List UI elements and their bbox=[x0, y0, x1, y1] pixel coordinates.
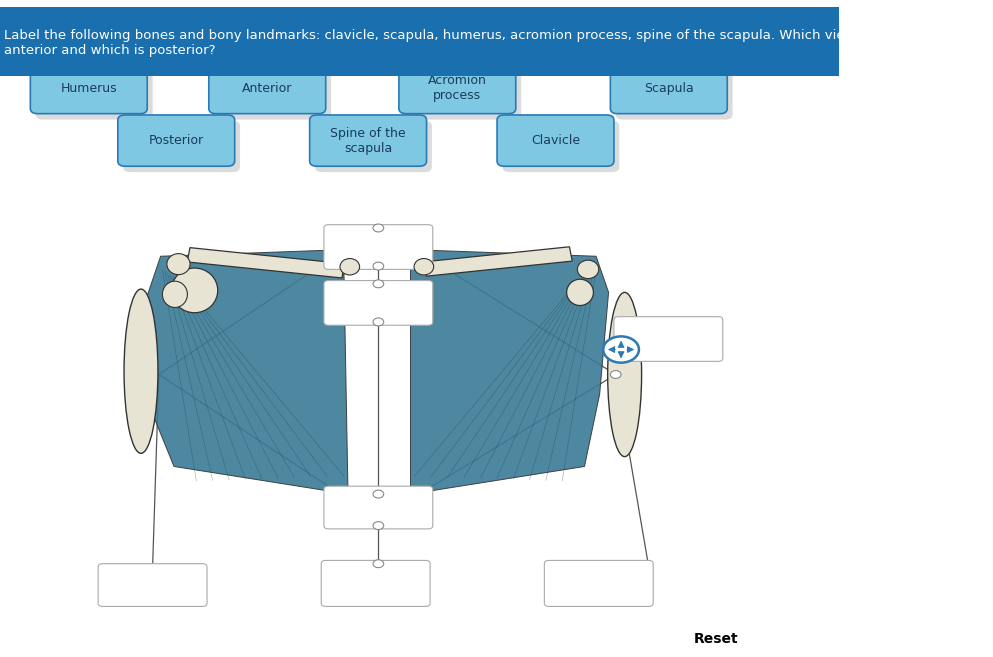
Circle shape bbox=[373, 262, 383, 270]
Polygon shape bbox=[188, 248, 345, 278]
Ellipse shape bbox=[340, 259, 359, 275]
FancyBboxPatch shape bbox=[399, 62, 515, 114]
Circle shape bbox=[373, 522, 383, 530]
Text: Scapula: Scapula bbox=[643, 81, 694, 95]
Polygon shape bbox=[145, 250, 348, 494]
FancyBboxPatch shape bbox=[214, 68, 331, 120]
FancyBboxPatch shape bbox=[31, 62, 147, 114]
Circle shape bbox=[373, 224, 383, 232]
FancyBboxPatch shape bbox=[310, 115, 427, 166]
Text: Clavicle: Clavicle bbox=[531, 134, 580, 147]
Text: Humerus: Humerus bbox=[61, 81, 117, 95]
Text: Reset: Reset bbox=[694, 631, 739, 646]
FancyBboxPatch shape bbox=[324, 281, 433, 325]
Text: Posterior: Posterior bbox=[149, 134, 204, 147]
Ellipse shape bbox=[167, 254, 190, 275]
FancyBboxPatch shape bbox=[322, 560, 430, 606]
Ellipse shape bbox=[414, 259, 434, 275]
FancyBboxPatch shape bbox=[118, 115, 234, 166]
Circle shape bbox=[603, 336, 638, 363]
Ellipse shape bbox=[163, 281, 188, 307]
FancyBboxPatch shape bbox=[616, 68, 733, 120]
FancyBboxPatch shape bbox=[0, 7, 839, 76]
FancyBboxPatch shape bbox=[614, 317, 723, 361]
Circle shape bbox=[373, 280, 383, 288]
FancyBboxPatch shape bbox=[98, 564, 207, 606]
FancyBboxPatch shape bbox=[209, 62, 326, 114]
FancyBboxPatch shape bbox=[502, 121, 620, 172]
Text: Spine of the
scapula: Spine of the scapula bbox=[331, 127, 406, 154]
FancyBboxPatch shape bbox=[324, 225, 433, 269]
FancyBboxPatch shape bbox=[497, 115, 614, 166]
Polygon shape bbox=[424, 247, 572, 276]
Ellipse shape bbox=[608, 292, 641, 457]
FancyBboxPatch shape bbox=[123, 121, 240, 172]
FancyBboxPatch shape bbox=[36, 68, 153, 120]
Text: Anterior: Anterior bbox=[242, 81, 293, 95]
Circle shape bbox=[611, 371, 621, 378]
FancyBboxPatch shape bbox=[315, 121, 432, 172]
FancyBboxPatch shape bbox=[544, 560, 653, 606]
Ellipse shape bbox=[124, 289, 158, 453]
Ellipse shape bbox=[577, 260, 599, 279]
FancyBboxPatch shape bbox=[324, 486, 433, 529]
Circle shape bbox=[373, 318, 383, 326]
Circle shape bbox=[373, 490, 383, 498]
Ellipse shape bbox=[172, 268, 217, 313]
FancyBboxPatch shape bbox=[404, 68, 521, 120]
Text: Acromion
process: Acromion process bbox=[428, 74, 487, 102]
FancyBboxPatch shape bbox=[611, 62, 727, 114]
Text: Label the following bones and bony landmarks: clavicle, scapula, humerus, acromi: Label the following bones and bony landm… bbox=[4, 29, 871, 57]
Ellipse shape bbox=[567, 279, 594, 306]
Circle shape bbox=[373, 560, 383, 568]
Polygon shape bbox=[410, 250, 609, 494]
